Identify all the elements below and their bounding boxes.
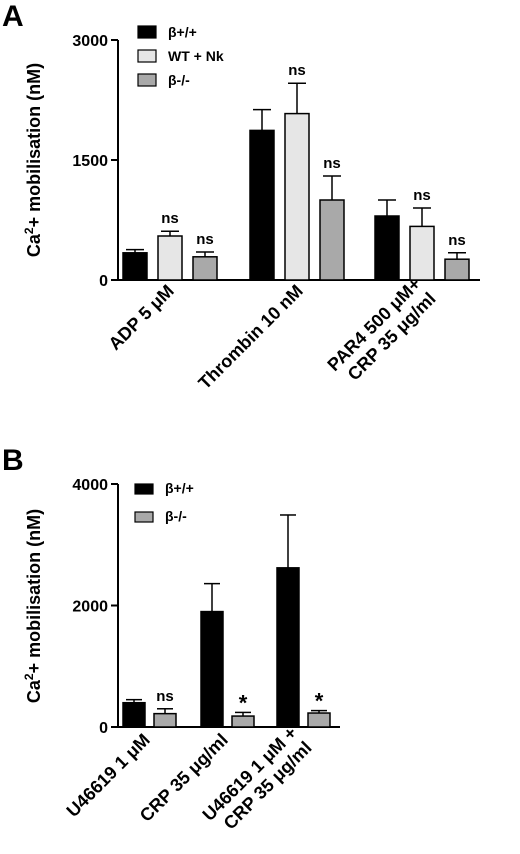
significance-label: *: [315, 689, 324, 714]
bar: [231, 715, 255, 728]
significance-label: ns: [413, 187, 431, 204]
legend-swatch: [137, 25, 157, 39]
panel-b-y-axis-title: Ca2+ mobilisation (nM): [22, 509, 44, 703]
bar: [157, 235, 183, 281]
y-tick-label: 3000: [72, 33, 108, 50]
legend-label: β+/+: [168, 24, 197, 40]
panel-a-legend: β+/+ WT + Nk β-/-: [137, 24, 224, 88]
bar: [276, 567, 300, 728]
panel-a-category-labels: ADP 5 μM Thrombin 10 nM PAR4 500 μM+CRP 35…: [104, 274, 439, 394]
panel-b-legend: β+/+ β-/-: [134, 480, 194, 524]
bar: [284, 112, 310, 281]
significance-label: *: [239, 690, 248, 715]
panel-a-y-ticks: 0 1500 3000: [72, 33, 118, 290]
panel-b-y-ticks: 0 2000 4000: [72, 477, 118, 737]
bar: [192, 256, 218, 281]
category-label: PAR4 500 μM+CRP 35 μg/ml: [323, 274, 439, 390]
bar: [319, 199, 345, 281]
legend-swatch: [137, 73, 157, 87]
bar: [409, 225, 435, 281]
y-tick-label: 4000: [72, 477, 108, 494]
significance-label: ns: [156, 688, 174, 705]
panel-b-bars: ns * *: [122, 514, 331, 728]
category-label: Thrombin 10 nM: [194, 281, 306, 393]
legend-label: β-/-: [165, 508, 187, 524]
panel-b-letter: B: [2, 444, 24, 477]
significance-label: ns: [196, 231, 214, 248]
legend-label: β-/-: [168, 72, 190, 88]
bar: [122, 701, 146, 728]
legend-swatch: [134, 511, 154, 523]
y-tick-label: 2000: [72, 599, 108, 616]
legend-swatch: [137, 49, 157, 63]
bar: [374, 215, 400, 281]
bar: [153, 712, 177, 728]
bar: [200, 610, 224, 728]
category-label: ADP 5 μM: [104, 281, 177, 354]
legend-label: WT + Nk: [168, 48, 224, 64]
legend-swatch: [134, 483, 154, 495]
panel-a-letter: A: [2, 0, 24, 33]
bar: [249, 129, 275, 281]
significance-label: ns: [323, 155, 341, 172]
legend-label: β+/+: [165, 480, 194, 496]
bar: [444, 258, 470, 281]
y-tick-label: 0: [99, 273, 108, 290]
significance-label: ns: [288, 62, 306, 79]
y-tick-label: 0: [99, 720, 108, 737]
significance-label: ns: [448, 232, 466, 249]
y-tick-label: 1500: [72, 153, 108, 170]
panel-a-y-axis-title: Ca2+ mobilisation (nM): [22, 63, 44, 257]
bar: [307, 712, 331, 728]
significance-label: ns: [161, 210, 179, 227]
bar: [122, 252, 148, 281]
